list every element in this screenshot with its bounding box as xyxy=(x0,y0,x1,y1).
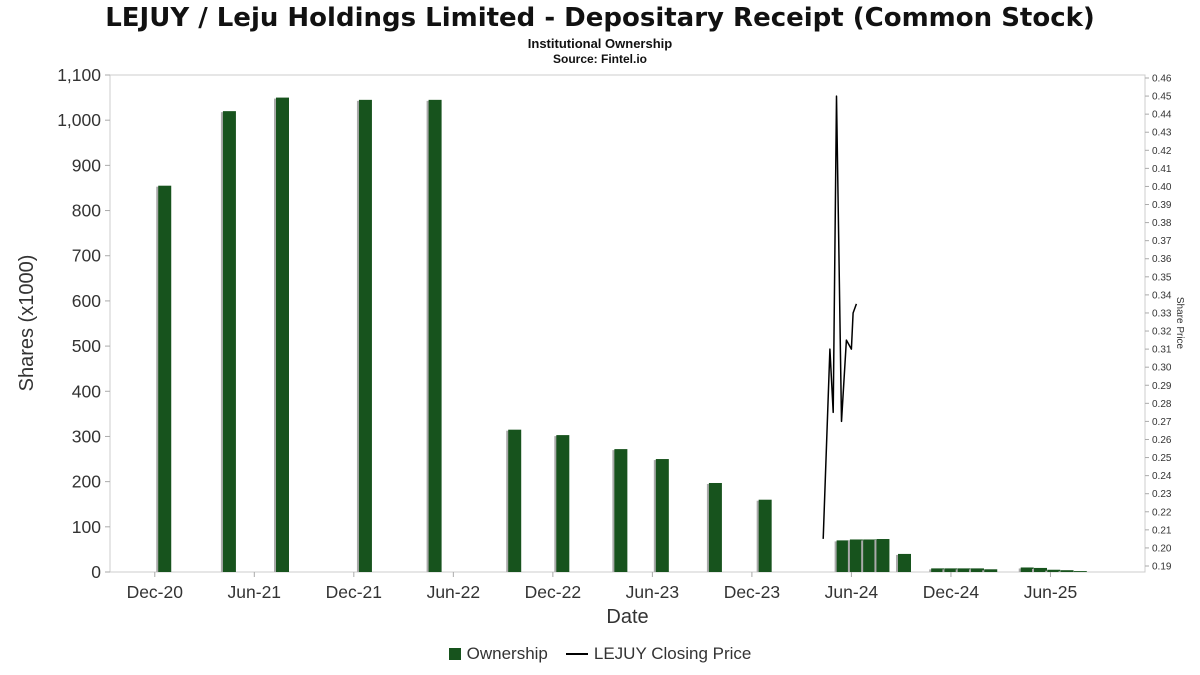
y-tick-label-right: 0.40 xyxy=(1152,182,1172,193)
ownership-bar xyxy=(970,568,984,572)
x-tick-label: Jun-23 xyxy=(626,582,680,602)
x-tick-label: Jun-22 xyxy=(427,582,481,602)
ownership-bar xyxy=(158,185,172,573)
legend-label-ownership: Ownership xyxy=(466,644,548,663)
legend-item-ownership: Ownership xyxy=(448,644,548,664)
y-tick-label-right: 0.36 xyxy=(1152,254,1172,265)
x-tick-label: Jun-21 xyxy=(228,582,282,602)
ownership-bar xyxy=(931,568,945,572)
x-axis-label: Date xyxy=(606,606,649,628)
y-tick-label-right: 0.39 xyxy=(1152,200,1172,211)
ownership-bar xyxy=(222,111,236,573)
ownership-bar xyxy=(1020,567,1034,572)
ownership-bar xyxy=(358,99,372,572)
legend-item-closing-price: LEJUY Closing Price xyxy=(565,644,752,664)
y-tick-label-right: 0.26 xyxy=(1152,435,1172,446)
ownership-bar xyxy=(708,482,722,572)
ownership-bar xyxy=(556,435,570,572)
x-tick-label: Dec-23 xyxy=(724,582,780,602)
ownership-bar xyxy=(758,499,772,572)
y-tick-label-right: 0.34 xyxy=(1152,290,1172,301)
chart-subtitle: Institutional Ownership xyxy=(527,36,673,51)
y-tick-label-left: 200 xyxy=(72,472,101,492)
legend: Ownership LEJUY Closing Price xyxy=(0,644,1200,664)
y-tick-label-right: 0.25 xyxy=(1152,453,1172,464)
ownership-bar xyxy=(849,539,863,572)
y-tick-label-right: 0.35 xyxy=(1152,272,1172,283)
y-tick-label-left: 1,100 xyxy=(57,65,101,85)
plot-border xyxy=(109,74,1146,573)
ownership-bar xyxy=(428,99,442,572)
y-tick-label-right: 0.32 xyxy=(1152,327,1172,338)
y-tick-label-right: 0.22 xyxy=(1152,507,1172,518)
y-tick-label-right: 0.23 xyxy=(1152,489,1172,500)
y-tick-label-right: 0.21 xyxy=(1152,525,1172,536)
ownership-bar xyxy=(897,553,911,572)
y-tick-label-right: 0.41 xyxy=(1152,164,1172,175)
x-tick-label: Dec-21 xyxy=(326,582,382,602)
ownership-bar xyxy=(944,568,958,572)
y-tick-label-left: 1,000 xyxy=(57,110,101,130)
y-tick-label-left: 600 xyxy=(72,291,101,311)
y-tick-label-left: 500 xyxy=(72,336,101,356)
y-tick-label-left: 300 xyxy=(72,426,101,446)
y-tick-label-left: 100 xyxy=(72,517,101,537)
y-tick-label-right: 0.27 xyxy=(1152,417,1172,428)
ownership-bar xyxy=(1034,567,1048,572)
y-tick-label-right: 0.46 xyxy=(1152,74,1172,85)
x-tick-label: Dec-24 xyxy=(923,582,980,602)
ownership-bar xyxy=(1060,570,1074,572)
y-tick-label-right: 0.28 xyxy=(1152,399,1172,410)
ownership-bar xyxy=(957,568,971,572)
x-tick-label: Dec-20 xyxy=(127,582,184,602)
ownership-swatch-icon xyxy=(448,648,461,660)
y-tick-label-right: 0.42 xyxy=(1152,146,1172,157)
ownership-bar xyxy=(984,569,998,572)
y-tick-label-right: 0.44 xyxy=(1152,110,1172,121)
y-tick-label-right: 0.30 xyxy=(1152,363,1172,374)
ownership-bar xyxy=(655,459,669,572)
y-tick-label-right: 0.37 xyxy=(1152,236,1172,247)
x-tick-label: Dec-22 xyxy=(525,582,581,602)
y-tick-label-right: 0.43 xyxy=(1152,128,1172,139)
ownership-bar xyxy=(614,449,628,572)
legend-label-closing-price: LEJUY Closing Price xyxy=(593,644,752,663)
chart-source: Source: Fintel.io xyxy=(552,52,647,66)
y-tick-label-right: 0.45 xyxy=(1152,92,1172,103)
y-axis-label-right: Share Price xyxy=(1174,296,1185,350)
y-tick-label-right: 0.19 xyxy=(1152,562,1172,573)
y-tick-label-right: 0.24 xyxy=(1152,471,1172,482)
y-tick-label-left: 700 xyxy=(72,246,101,266)
y-tick-label-right: 0.38 xyxy=(1152,218,1172,229)
y-tick-label-right: 0.29 xyxy=(1152,381,1172,392)
y-tick-label-left: 900 xyxy=(72,155,101,175)
ownership-bar xyxy=(863,539,877,572)
ownership-bar xyxy=(1047,569,1061,572)
closing-price-line xyxy=(822,95,858,539)
ownership-bar xyxy=(836,540,850,572)
y-axis-label-left: Shares (x1000) xyxy=(16,254,38,392)
y-tick-label-left: 0 xyxy=(91,562,101,582)
x-tick-label: Jun-24 xyxy=(825,582,879,602)
ownership-bar xyxy=(1073,571,1087,572)
y-tick-label-right: 0.20 xyxy=(1152,543,1172,554)
y-tick-label-left: 400 xyxy=(72,381,101,401)
x-tick-label: Jun-25 xyxy=(1024,582,1078,602)
chart-title: LEJUY / Leju Holdings Limited - Deposita… xyxy=(105,3,1095,33)
ownership-bar xyxy=(508,429,522,572)
closing-price-line-icon xyxy=(565,653,588,655)
ownership-bar xyxy=(876,539,890,572)
ownership-bar xyxy=(276,97,289,572)
y-tick-label-right: 0.33 xyxy=(1152,308,1172,319)
y-tick-label-right: 0.31 xyxy=(1152,345,1172,356)
y-tick-label-left: 800 xyxy=(72,201,101,221)
